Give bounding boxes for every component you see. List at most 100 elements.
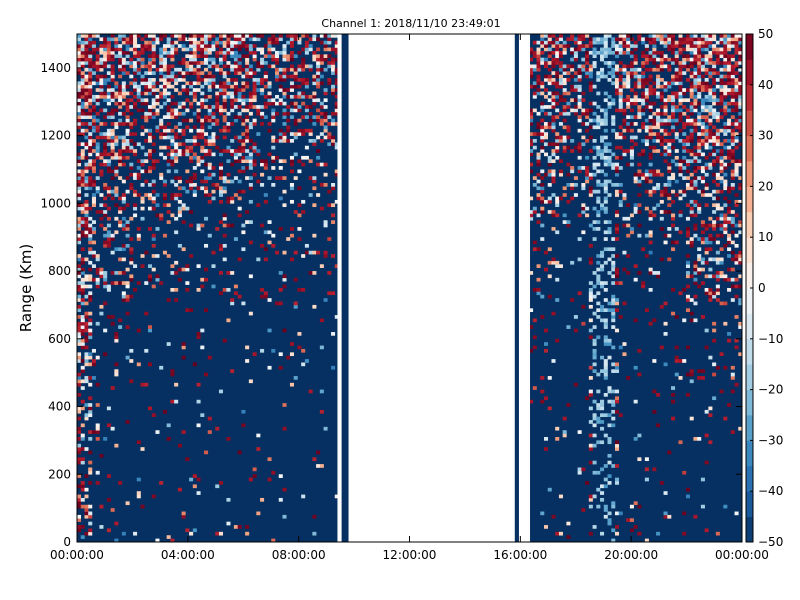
heatmap-cell: [622, 135, 627, 140]
heatmap-cell: [88, 240, 93, 245]
heatmap-cell: [331, 122, 336, 126]
heatmap-cell: [256, 88, 261, 92]
x-tick-label: 04:00:00: [161, 548, 215, 562]
heatmap-cell: [585, 179, 590, 184]
heatmap-cell: [118, 325, 123, 329]
heatmap-cell: [730, 267, 735, 272]
heatmap-cell: [536, 132, 541, 136]
heatmap-cell: [84, 531, 89, 536]
heatmap-cell: [674, 149, 679, 153]
heatmap-cell: [110, 91, 115, 96]
heatmap-cell: [248, 122, 253, 126]
heatmap-cell: [734, 34, 739, 38]
heatmap-cell: [84, 216, 89, 221]
heatmap-cell: [596, 487, 601, 492]
heatmap-cell: [248, 47, 253, 52]
y-tick-label: 800: [48, 264, 71, 278]
heatmap-cell: [607, 179, 612, 184]
heatmap-cell: [88, 71, 93, 75]
heatmap-cell: [577, 40, 582, 45]
heatmap-cell: [592, 125, 597, 130]
colorbar-band: [746, 465, 753, 492]
heatmap-cell: [614, 389, 620, 394]
heatmap-cell: [271, 101, 276, 106]
heatmap-cell: [114, 443, 119, 448]
heatmap-cell: [121, 101, 126, 106]
heatmap-cell: [114, 125, 119, 130]
heatmap-cell: [685, 308, 690, 313]
heatmap-cell: [174, 88, 179, 92]
heatmap-cell: [543, 34, 549, 38]
heatmap-cell: [734, 78, 739, 82]
heatmap-cell: [596, 281, 601, 285]
heatmap-cell: [88, 176, 93, 180]
heatmap-cell: [159, 145, 164, 150]
heatmap-cell: [648, 240, 653, 245]
heatmap-cell: [133, 206, 138, 211]
heatmap-cell: [144, 169, 149, 174]
heatmap-cell: [667, 98, 672, 103]
heatmap-cell: [738, 88, 743, 92]
heatmap-cell: [319, 111, 324, 116]
heatmap-cell: [77, 284, 82, 289]
heatmap-cell: [80, 108, 85, 113]
heatmap-cell: [129, 138, 134, 143]
heatmap-cell: [103, 122, 108, 126]
heatmap-cell: [103, 227, 108, 231]
heatmap-cell: [555, 81, 560, 86]
heatmap-cell: [596, 40, 601, 45]
heatmap-cell: [200, 132, 205, 136]
heatmap-cell: [144, 382, 149, 387]
heatmap-cell: [192, 54, 197, 59]
heatmap-cell: [719, 37, 724, 42]
heatmap-cell: [77, 372, 82, 377]
heatmap-cell: [614, 172, 620, 177]
heatmap-cell: [685, 392, 690, 397]
heatmap-cell: [174, 132, 179, 136]
heatmap-cell: [230, 179, 235, 184]
heatmap-cell: [140, 504, 145, 509]
heatmap-cell: [110, 135, 115, 140]
heatmap-cell: [596, 162, 601, 167]
heatmap-cell: [727, 288, 732, 292]
heatmap-cell: [248, 274, 253, 279]
heatmap-cell: [532, 54, 537, 59]
heatmap-cell: [77, 409, 82, 414]
heatmap-cell: [611, 166, 616, 170]
heatmap-cell: [106, 497, 111, 502]
heatmap-cell: [103, 47, 108, 52]
heatmap-cell: [80, 535, 85, 539]
heatmap-cell: [88, 67, 93, 72]
heatmap-cell: [192, 142, 197, 147]
heatmap-cell: [106, 189, 111, 194]
heatmap-cell: [289, 74, 294, 79]
heatmap-cell: [245, 115, 250, 119]
heatmap-cell: [91, 138, 96, 143]
heatmap-cell: [226, 78, 231, 82]
heatmap-cell: [715, 298, 720, 302]
heatmap-cell: [103, 284, 108, 289]
heatmap-cell: [697, 47, 702, 52]
colorbar-tick-label: −10: [758, 332, 783, 346]
heatmap-cell: [80, 105, 85, 109]
heatmap-cell: [144, 115, 149, 119]
heatmap-cell: [267, 298, 272, 302]
heatmap-cell: [147, 128, 153, 133]
heatmap-cell: [91, 230, 96, 235]
heatmap-cell: [80, 128, 85, 133]
heatmap-cell: [738, 186, 743, 191]
heatmap-cell: [230, 108, 235, 113]
heatmap-cell: [592, 47, 597, 52]
heatmap-cell: [663, 57, 668, 62]
heatmap-cell: [267, 477, 272, 482]
heatmap-cell: [114, 152, 119, 157]
heatmap-cell: [622, 111, 627, 116]
heatmap-cell: [151, 40, 156, 45]
heatmap-cell: [648, 288, 653, 292]
heatmap-cell: [644, 538, 649, 543]
heatmap-cell: [170, 50, 175, 55]
heatmap-cell: [312, 271, 317, 275]
heatmap-cell: [121, 179, 126, 184]
heatmap-cell: [532, 50, 537, 55]
heatmap-cell: [671, 392, 676, 397]
